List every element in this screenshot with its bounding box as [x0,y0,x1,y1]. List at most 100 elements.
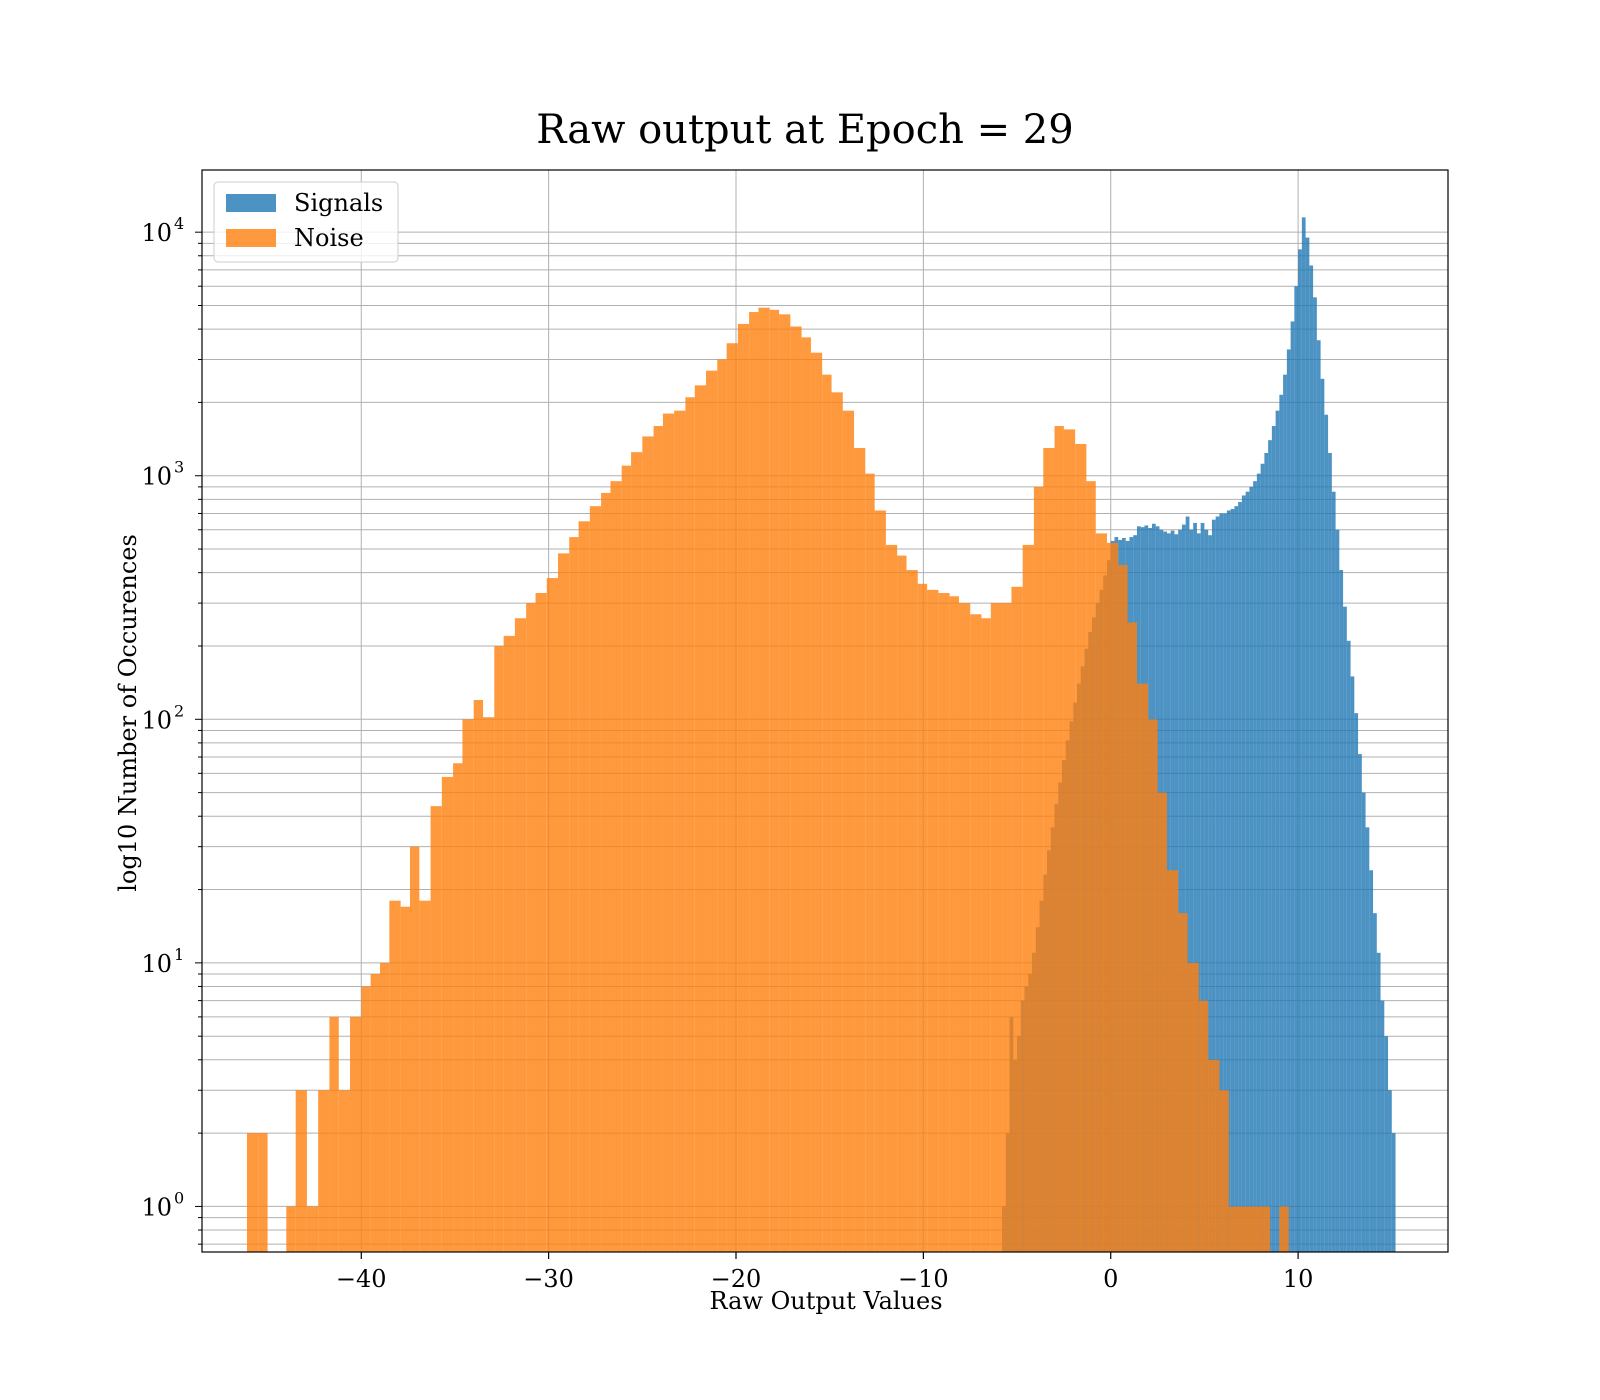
histogram-bar [1391,1133,1396,1252]
histogram-bar [1043,447,1055,1252]
histogram-bar [831,392,843,1252]
histogram-bar [1075,443,1087,1253]
x-tick-label: −40 [336,1265,387,1293]
histogram-bar [1380,1000,1385,1252]
histogram-bar [726,343,738,1252]
y-tick-exponent: 3 [174,458,184,477]
histogram-bar [1343,606,1347,1252]
series-noise [246,307,1289,1253]
histogram-bar [246,1133,259,1252]
histogram-bar [610,481,622,1252]
x-tick-label: −30 [523,1265,574,1293]
histogram-bar [419,900,431,1252]
histogram-bar [1328,452,1332,1252]
histogram-bar [917,583,928,1252]
histogram-bar [1283,374,1287,1252]
histogram-bar [1228,1206,1241,1252]
histogram-bar [981,618,991,1252]
histogram-bar [494,645,504,1252]
histogram-bar [1298,249,1302,1253]
histogram-bar [430,806,442,1252]
histogram-bar [1230,509,1235,1253]
histogram-bar [569,537,579,1252]
legend-swatch-signals [226,194,276,212]
histogram-bar [1200,522,1205,1252]
histogram-bar [970,614,982,1252]
histogram-bar [350,1016,362,1252]
histogram-bar [769,309,780,1253]
histogram-bar [717,359,727,1252]
x-axis-label: Raw Output Values [709,1287,942,1315]
y-tick-exponent: 4 [174,214,184,233]
histogram-bar [737,323,750,1253]
histogram-bar [1106,542,1119,1252]
histogram-bar [370,974,380,1252]
histogram-bar [462,719,474,1252]
histogram-bar [1373,913,1377,1252]
histogram-bar [1339,570,1344,1252]
histogram-bar [578,521,590,1252]
histogram-bar [642,436,654,1253]
histogram-bar [906,570,918,1252]
histogram-bar [1002,603,1012,1252]
histogram-bar [1294,286,1299,1252]
histogram-bar [1290,321,1295,1253]
histogram-bar [1316,340,1321,1252]
histogram-bar [601,492,611,1253]
y-tick-label: 10 [141,706,172,734]
y-tick-label: 10 [141,463,172,491]
bars-layer [246,217,1396,1253]
histogram-bar [1388,1090,1392,1252]
histogram-bar [338,1090,351,1252]
histogram-bar [1384,1036,1389,1252]
histogram-bar [1219,1090,1229,1252]
histogram-bar [1271,426,1276,1252]
histogram-bar [329,1016,339,1252]
histogram-bar [1086,481,1096,1252]
histogram-bar [1011,586,1023,1252]
y-tick-exponent: 0 [174,1188,184,1207]
histogram-bar [1350,676,1355,1252]
y-tick-label: 10 [141,1193,172,1221]
histogram-bar [400,906,410,1252]
histogram-bar [1376,952,1381,1252]
histogram-bar [503,635,515,1252]
histogram-bar [1301,217,1306,1252]
histogram-bar [621,465,632,1252]
chart-title: Raw output at Epoch = 29 [536,107,1073,153]
histogram-bar [535,593,547,1252]
legend: Signals Noise [213,181,399,263]
histogram-bar [473,700,484,1252]
histogram-bar [1234,506,1239,1252]
histogram-bar [1309,265,1314,1252]
histogram-bar [1260,1206,1270,1252]
histogram-bar [1226,510,1231,1252]
histogram-bar [885,544,898,1252]
histogram-bar [779,314,791,1252]
y-tick-label: 10 [141,219,172,247]
histogram-bar [558,553,570,1252]
histogram-bar [1148,719,1158,1252]
histogram-bar [1095,533,1107,1252]
x-tick-label: −20 [711,1265,762,1293]
histogram-bar [1127,622,1137,1252]
histogram-bar [801,337,811,1252]
histogram-bar [1204,529,1209,1252]
histogram-bar [790,326,802,1252]
histogram-bar [1275,410,1280,1253]
legend-label-signals: Signals [294,189,383,217]
histogram-bar [318,1090,330,1252]
histogram-bar [865,473,875,1252]
histogram-bar [1223,513,1227,1252]
histogram-bar [546,578,558,1252]
histogram-bar [589,506,602,1252]
y-tick-exponent: 2 [174,701,184,720]
histogram-bar [1331,491,1336,1253]
legend-label-noise: Noise [294,224,364,252]
histogram-bar [674,410,686,1253]
histogram-bar [1256,473,1261,1252]
histogram-bar [938,593,950,1252]
histogram-bar [258,1133,268,1252]
